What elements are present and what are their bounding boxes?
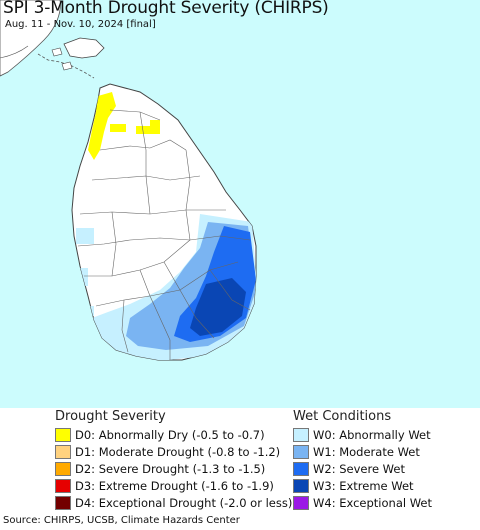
wet-swatch-w1 [293,444,309,459]
drought-legend-label: D4: Exceptional Drought (-2.0 or less) [75,496,293,511]
wet-swatch-w4 [293,496,309,511]
drought-swatch-d0 [55,427,71,442]
northern-islets [51,47,73,71]
india-landmass [0,0,61,77]
wet-legend-label: W0: Abnormally Wet [313,427,431,442]
drought-legend-label: D3: Extreme Drought (-1.6 to -1.9) [75,479,274,494]
wet-legend-heading: Wet Conditions [293,409,392,424]
wet-legend-item-w1: W1: Moderate Wet [293,443,432,460]
drought-legend-item-d0: D0: Abnormally Dry (-0.5 to -0.7) [55,426,292,443]
drought-d0-areas [88,92,160,160]
drought-legend-item-d1: D1: Moderate Drought (-0.8 to -1.2) [55,443,292,460]
wet-legend-label: W3: Extreme Wet [313,479,414,494]
district-boundaries [77,109,251,360]
drought-legend-label: D0: Abnormally Dry (-0.5 to -0.7) [75,427,265,442]
drought-legend: D0: Abnormally Dry (-0.5 to -0.7) D1: Mod… [55,426,292,512]
drought-legend-item-d4: D4: Exceptional Drought (-2.0 or less) [55,495,292,512]
drought-legend-heading: Drought Severity [55,409,166,424]
drought-legend-item-d2: D2: Severe Drought (-1.3 to -1.5) [55,460,292,477]
wet-swatch-w3 [293,479,309,494]
drought-legend-label: D2: Severe Drought (-1.3 to -1.5) [75,461,266,476]
map-title: SPI 3-Month Drought Severity (CHIRPS) [3,0,329,18]
drought-swatch-d4 [55,496,71,511]
wet-legend-item-w3: W3: Extreme Wet [293,478,432,495]
drought-swatch-d1 [55,444,71,459]
wet-legend-label: W4: Exceptional Wet [313,496,432,511]
map-subtitle: Aug. 11 - Nov. 10, 2024 [final] [5,19,156,30]
jaffna-peninsula [63,37,105,59]
sri-lanka-map [0,0,257,361]
india-coast-inlet [0,45,29,59]
wet-legend-label: W1: Moderate Wet [313,444,420,459]
wet-legend-item-w0: W0: Abnormally Wet [293,426,432,443]
drought-legend-item-d3: D3: Extreme Drought (-1.6 to -1.9) [55,478,292,495]
wet-legend-item-w4: W4: Exceptional Wet [293,495,432,512]
wet-swatch-w2 [293,461,309,476]
wet-swatch-w0 [293,427,309,442]
drought-swatch-d2 [55,461,71,476]
wet-w3-areas [190,278,246,336]
map-panel: SPI 3-Month Drought Severity (CHIRPS) Au… [0,0,480,408]
drought-legend-label: D1: Moderate Drought (-0.8 to -1.2) [75,444,281,459]
wet-legend: W0: Abnormally Wet W1: Moderate Wet W2: Se… [293,426,432,512]
source-credit: Source: CHIRPS, UCSB, Climate Hazards Ce… [3,515,240,526]
drought-swatch-d3 [55,479,71,494]
wet-legend-item-w2: W2: Severe Wet [293,460,432,477]
wet-legend-label: W2: Severe Wet [313,461,405,476]
